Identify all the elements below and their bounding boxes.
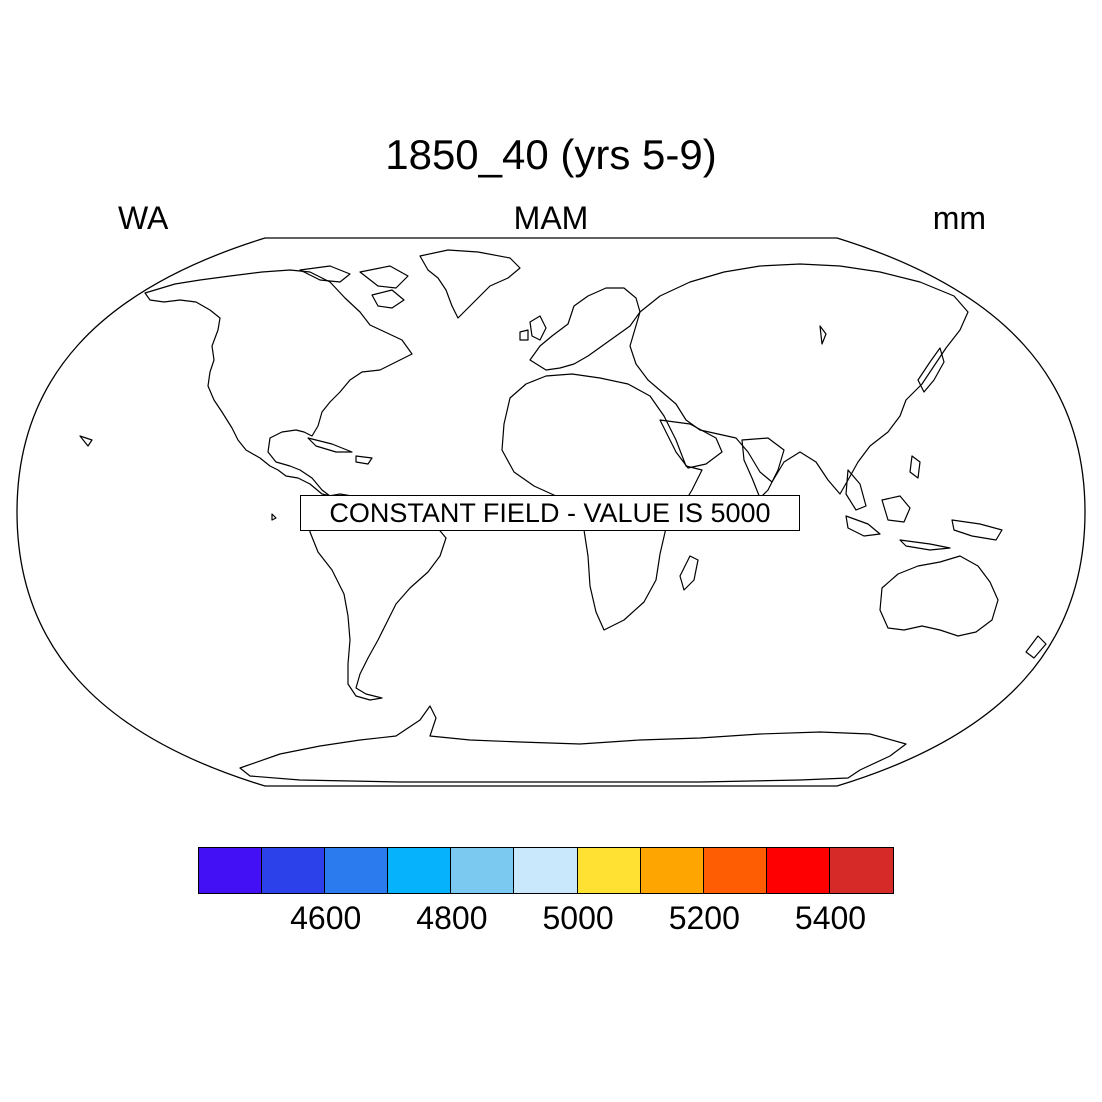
colorbar bbox=[198, 847, 895, 894]
colorbar-swatch bbox=[829, 848, 894, 893]
europe-coast bbox=[529, 287, 641, 371]
colorbar-swatch bbox=[640, 848, 704, 893]
colorbar-tick-label: 5000 bbox=[542, 900, 614, 936]
australia-coast bbox=[879, 555, 999, 637]
colorbar-swatch bbox=[388, 848, 452, 893]
colorbar-tick-label: 5200 bbox=[668, 900, 740, 936]
colorbar-swatch bbox=[262, 848, 326, 893]
map-frame bbox=[16, 237, 1086, 787]
africa-coast bbox=[501, 373, 703, 631]
plot-title: 1850_40 (yrs 5-9) bbox=[385, 131, 717, 178]
colorbar-swatch bbox=[703, 848, 767, 893]
colorbar-swatch bbox=[325, 848, 389, 893]
colorbar-swatch bbox=[766, 848, 830, 893]
colorbar-tick-label: 4800 bbox=[416, 900, 488, 936]
constant-field-notice: CONSTANT FIELD - VALUE IS 5000 bbox=[300, 495, 800, 531]
asia-coast bbox=[629, 263, 969, 495]
colorbar-swatch bbox=[514, 848, 578, 893]
colorbar-swatch bbox=[577, 848, 641, 893]
units-label: mm bbox=[932, 200, 986, 236]
north-america-coast bbox=[144, 269, 413, 497]
greenland-coast bbox=[419, 249, 521, 319]
colorbar-tick-label: 5400 bbox=[794, 900, 867, 936]
variable-label: WA bbox=[118, 200, 169, 236]
colorbar-swatch bbox=[199, 848, 263, 893]
colorbar-tick-label: 4600 bbox=[290, 900, 362, 936]
antarctica-coast bbox=[239, 705, 907, 783]
season-label: MAM bbox=[513, 200, 589, 236]
colorbar-swatch bbox=[451, 848, 515, 893]
